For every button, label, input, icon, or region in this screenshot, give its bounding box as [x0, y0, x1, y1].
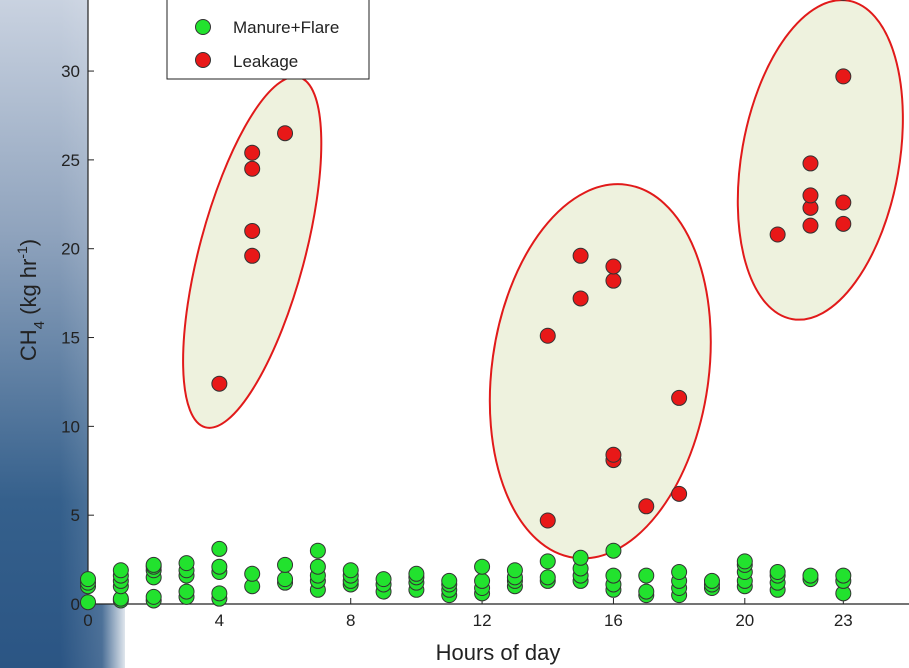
data-point-leakage [244, 222, 261, 239]
data-point-manure-flare [112, 562, 129, 579]
data-point-manure-flare [638, 567, 655, 584]
data-point-leakage [835, 215, 852, 232]
data-point-manure-flare [178, 555, 195, 572]
data-point-manure-flare [572, 549, 589, 566]
x-ticks: 0 4 8 12 16 20 23 [83, 598, 853, 630]
y-tick-label: 30 [61, 62, 80, 81]
x-tick-label: 16 [604, 611, 623, 630]
data-point-manure-flare [736, 553, 753, 570]
y-label-unit-close: ) [16, 239, 41, 246]
data-point-leakage [835, 194, 852, 211]
y-label-subscript: 4 [31, 321, 48, 329]
data-point-manure-flare [80, 571, 96, 588]
data-point-leakage [802, 155, 819, 172]
y-label-base: CH [16, 329, 41, 361]
data-point-manure-flare [802, 567, 819, 584]
data-point-manure-flare [441, 572, 458, 589]
data-point-manure-flare [605, 542, 622, 559]
data-point-manure-flare [605, 567, 622, 584]
data-point-leakage [244, 144, 261, 161]
data-point-manure-flare [178, 583, 195, 600]
data-point-manure-flare [408, 565, 425, 582]
data-point-manure-flare [211, 540, 228, 557]
y-tick-label: 20 [61, 240, 80, 259]
data-point-manure-flare [506, 562, 523, 579]
y-axis-label: CH4 (kg hr-1) [14, 239, 48, 361]
y-ticks: 0 5 10 15 20 25 30 [61, 62, 94, 614]
data-point-manure-flare [211, 585, 228, 602]
data-points [80, 0, 852, 611]
legend-marker-leakage [195, 52, 211, 68]
data-point-manure-flare [211, 558, 228, 575]
legend-label-manure: Manure+Flare [233, 18, 339, 37]
data-point-manure-flare [703, 572, 720, 589]
data-point-leakage [802, 187, 819, 204]
y-tick-label: 10 [61, 417, 80, 436]
y-label-unit-open: (kg hr [16, 259, 41, 321]
data-point-manure-flare [539, 569, 556, 586]
data-point-leakage [671, 485, 688, 502]
x-tick-label: 4 [215, 611, 224, 630]
y-tick-label: 25 [61, 151, 80, 170]
data-point-leakage [244, 247, 261, 264]
data-point-manure-flare [309, 558, 326, 575]
data-point-leakage [605, 258, 622, 275]
data-point-leakage [638, 498, 655, 515]
y-label-superscript: -1 [14, 246, 30, 259]
data-point-leakage [244, 160, 261, 177]
highlight-ellipse-2 [488, 183, 712, 560]
data-point-leakage [802, 217, 819, 234]
data-point-manure-flare [309, 542, 326, 559]
x-tick-label: 20 [735, 611, 754, 630]
legend-label-leakage: Leakage [233, 52, 298, 71]
x-tick-label: 8 [346, 611, 355, 630]
data-point-leakage [769, 226, 786, 243]
legend-marker-manure [195, 19, 211, 35]
data-point-manure-flare [145, 556, 162, 573]
data-point-manure-flare [474, 572, 491, 589]
data-point-manure-flare [638, 583, 655, 600]
data-point-leakage [211, 375, 228, 392]
x-tick-label: 12 [473, 611, 492, 630]
data-point-leakage [572, 290, 589, 307]
data-point-manure-flare [769, 564, 786, 581]
data-point-manure-flare [244, 565, 261, 582]
x-axis-label: Hours of day [436, 640, 561, 665]
legend: Manure+Flare Leakage [166, 0, 370, 80]
data-point-manure-flare [277, 571, 294, 588]
x-tick-label: 23 [834, 611, 853, 630]
data-point-manure-flare [277, 556, 294, 573]
data-point-manure-flare [671, 564, 688, 581]
data-point-leakage [572, 247, 589, 264]
data-point-leakage [671, 389, 688, 406]
y-tick-label: 15 [61, 329, 80, 348]
data-point-manure-flare [80, 594, 96, 611]
data-point-manure-flare [474, 558, 491, 575]
data-point-leakage [539, 327, 556, 344]
data-point-leakage [835, 68, 852, 85]
highlight-regions [182, 0, 904, 560]
data-point-manure-flare [375, 571, 392, 588]
data-point-leakage [605, 272, 622, 289]
y-tick-label: 5 [71, 506, 80, 525]
data-point-manure-flare [835, 567, 852, 584]
data-point-leakage [605, 446, 622, 463]
y-tick-label: 0 [71, 595, 80, 614]
data-point-manure-flare [342, 562, 359, 579]
x-tick-label: 0 [83, 611, 92, 630]
data-point-leakage [277, 125, 294, 142]
data-point-manure-flare [145, 588, 162, 605]
data-point-manure-flare [539, 553, 556, 570]
data-point-leakage [539, 512, 556, 529]
